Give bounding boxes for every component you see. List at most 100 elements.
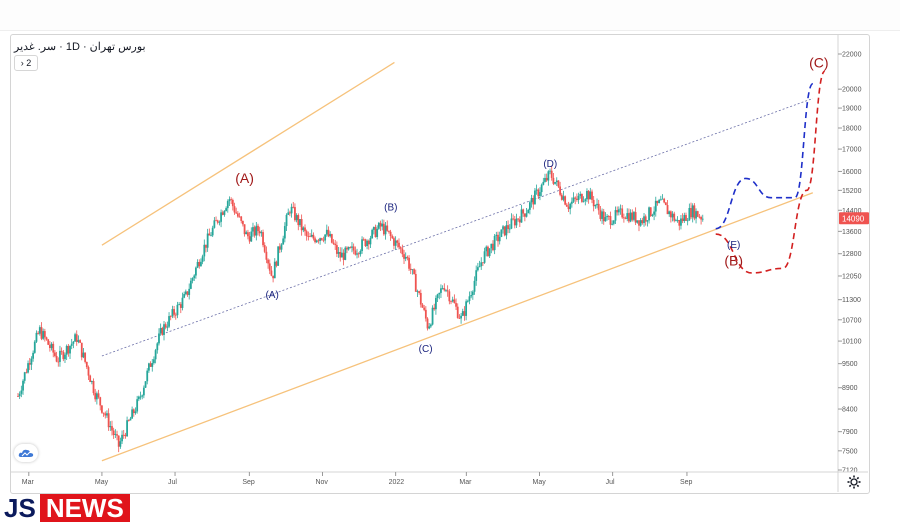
candle-body bbox=[134, 411, 137, 414]
candle-body bbox=[619, 208, 622, 210]
candle-body bbox=[356, 253, 358, 255]
candle-body bbox=[22, 380, 24, 391]
candle-body bbox=[352, 246, 355, 251]
candle-body bbox=[92, 381, 95, 394]
candle-body bbox=[119, 441, 122, 447]
candle-body bbox=[211, 227, 214, 236]
candle-body bbox=[470, 295, 473, 297]
candle-body bbox=[335, 245, 338, 254]
candle-body bbox=[393, 238, 395, 246]
candle-body bbox=[124, 434, 127, 437]
candle-body bbox=[389, 231, 392, 237]
candle-body bbox=[617, 209, 620, 213]
candle-body bbox=[64, 354, 66, 360]
candle-body bbox=[42, 331, 45, 339]
candle-body bbox=[453, 299, 456, 304]
candle-body bbox=[416, 291, 419, 292]
candle-body bbox=[193, 275, 196, 279]
gear-icon[interactable] bbox=[846, 474, 862, 490]
candle-body bbox=[106, 413, 108, 416]
candle-body bbox=[153, 359, 155, 364]
candle-body bbox=[488, 248, 491, 257]
candle-body bbox=[154, 350, 157, 360]
candle-body bbox=[419, 292, 422, 305]
candle-body bbox=[80, 342, 83, 358]
y-tick-label: 8900 bbox=[842, 385, 858, 392]
y-tick-label: 10100 bbox=[842, 339, 862, 346]
candle-body bbox=[126, 420, 128, 437]
candle-body bbox=[487, 246, 489, 257]
candle-body bbox=[272, 275, 275, 279]
candle-body bbox=[549, 170, 551, 172]
candle-body bbox=[136, 399, 139, 412]
candle-body bbox=[515, 218, 518, 226]
candle-body bbox=[604, 217, 607, 222]
chart-panel[interactable] bbox=[10, 34, 870, 494]
candle-body bbox=[537, 189, 540, 197]
candle-body bbox=[628, 213, 630, 222]
candle-body bbox=[189, 280, 192, 289]
y-tick-label: 20000 bbox=[842, 87, 862, 94]
candle-body bbox=[398, 242, 400, 248]
candle-body bbox=[346, 247, 348, 250]
candle-body bbox=[557, 180, 560, 187]
candle-body bbox=[203, 244, 206, 257]
collapse-button[interactable]: › 2 bbox=[14, 55, 38, 71]
candle-body bbox=[696, 211, 699, 217]
candle-body bbox=[663, 198, 666, 203]
candle-body bbox=[587, 190, 590, 200]
candle-body bbox=[424, 309, 427, 319]
candle-body bbox=[606, 216, 609, 218]
candle-body bbox=[332, 242, 335, 244]
y-tick-label: 18000 bbox=[842, 125, 862, 132]
candle-body bbox=[156, 343, 159, 351]
candle-body bbox=[508, 228, 511, 230]
candle-body bbox=[523, 213, 526, 217]
candle-body bbox=[629, 212, 632, 222]
candle-body bbox=[433, 307, 436, 310]
candle-body bbox=[414, 273, 417, 292]
candle-body bbox=[84, 352, 87, 362]
candle-body bbox=[377, 222, 380, 229]
candle-body bbox=[148, 363, 150, 371]
brand-part-2: NEWS bbox=[39, 494, 130, 522]
candle-body bbox=[483, 251, 486, 263]
candle-body bbox=[142, 387, 145, 396]
candle-body bbox=[569, 203, 572, 210]
tradingview-cloud-icon[interactable] bbox=[14, 444, 38, 462]
top-band bbox=[0, 0, 900, 31]
candle-body bbox=[50, 343, 53, 349]
candle-body bbox=[369, 238, 372, 245]
candle-body bbox=[589, 191, 592, 200]
candle-body bbox=[243, 224, 246, 235]
wave-labels: (A)(A)(B)(C)(D)(E)(B)(C) bbox=[235, 55, 828, 356]
y-tick-label: 22000 bbox=[842, 52, 862, 59]
candle-body bbox=[572, 197, 575, 202]
candle-body bbox=[317, 240, 320, 242]
candle-body bbox=[72, 341, 75, 344]
candle-body bbox=[382, 223, 385, 235]
candle-body bbox=[341, 252, 343, 258]
candle-body bbox=[351, 246, 353, 248]
candle-body bbox=[564, 196, 567, 205]
candle-body bbox=[285, 214, 288, 227]
candle-body bbox=[381, 223, 384, 227]
candle-body bbox=[164, 324, 167, 328]
candle-body bbox=[183, 294, 186, 298]
candle-body bbox=[181, 297, 184, 308]
candle-body bbox=[27, 363, 29, 373]
candle-body bbox=[609, 216, 612, 225]
candle-body bbox=[646, 220, 649, 222]
candle-body bbox=[555, 180, 558, 183]
candle-body bbox=[287, 212, 290, 215]
candle-body bbox=[513, 219, 516, 226]
candle-body bbox=[431, 307, 434, 325]
candle-body bbox=[371, 229, 374, 239]
candle-body bbox=[438, 292, 441, 295]
candle-body bbox=[421, 304, 424, 308]
candle-body bbox=[664, 202, 667, 206]
candle-body bbox=[70, 343, 73, 346]
candle-body bbox=[612, 220, 615, 224]
candle-body bbox=[495, 234, 498, 237]
